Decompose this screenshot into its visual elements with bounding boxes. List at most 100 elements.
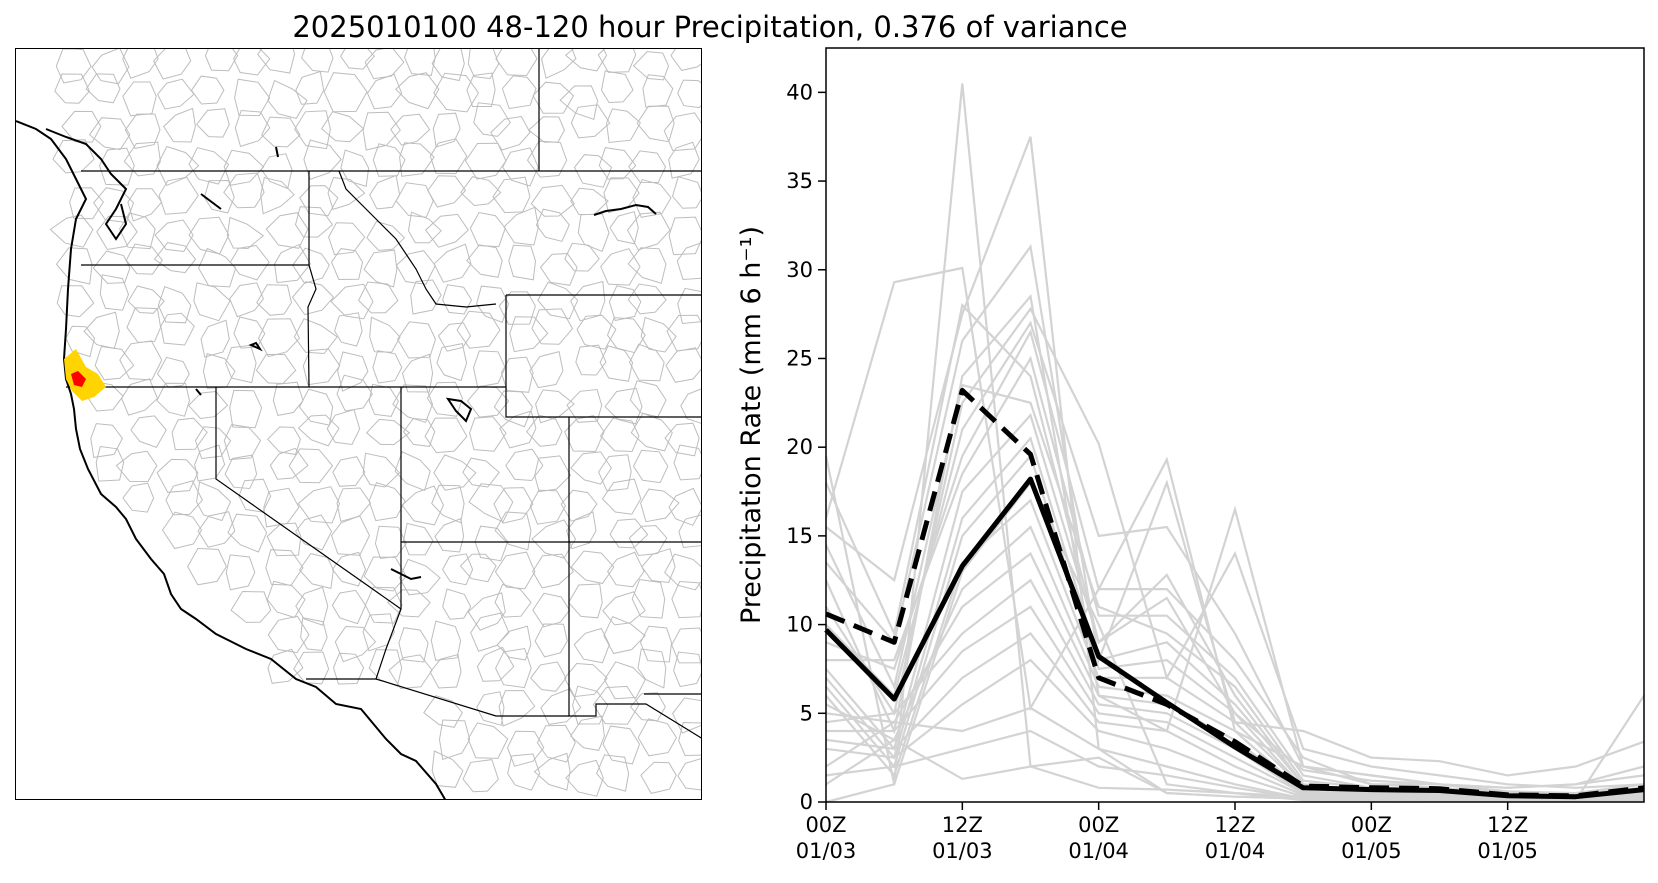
y-tick-label: 0 — [800, 790, 813, 814]
basin-outline — [537, 281, 579, 320]
basin-outline — [494, 551, 536, 590]
basin-outline — [602, 725, 641, 765]
basin-outline — [55, 49, 92, 84]
basin-outline — [399, 142, 435, 177]
basin-outline — [431, 750, 464, 788]
basin-outline — [369, 174, 401, 210]
basin-outline — [295, 70, 325, 105]
x-tick-label: 12Z — [942, 813, 983, 837]
basin-outline — [641, 548, 676, 584]
basin-outline — [540, 49, 577, 79]
basin-outline — [165, 480, 204, 516]
basin-outline — [340, 149, 370, 188]
y-tick-label: 30 — [786, 258, 813, 282]
y-tick-label: 40 — [786, 80, 813, 104]
ensemble-member-line-2 — [824, 266, 1645, 789]
puget-sound — [45, 128, 128, 241]
basin-outline — [424, 213, 469, 248]
basin-outline — [563, 662, 608, 698]
basin-outline — [115, 450, 158, 483]
basin-outline — [570, 715, 605, 751]
basin-outline — [265, 549, 304, 586]
basin-outline — [609, 518, 649, 549]
highlighted-basin — [64, 349, 106, 401]
basin-outline — [564, 49, 608, 72]
basin-outline — [267, 648, 304, 684]
y-tick-label: 20 — [786, 435, 813, 459]
basin-outline — [340, 49, 375, 70]
basin-outline — [261, 116, 301, 148]
basin-outline — [666, 314, 701, 352]
basin-outline — [233, 49, 271, 76]
basin-outline — [627, 211, 671, 251]
basin-outline — [52, 139, 95, 174]
basin-outline — [267, 79, 308, 119]
basin-outline — [198, 247, 237, 288]
basin-outline — [363, 556, 407, 592]
basin-outline — [509, 316, 549, 353]
basin-outline — [156, 458, 199, 493]
basin-outline — [599, 417, 640, 453]
basin-outline — [671, 627, 701, 664]
x-tick-label: 12Z — [1487, 813, 1528, 837]
basin-outline — [467, 722, 509, 759]
basin-outline — [476, 646, 515, 682]
basin-outline — [69, 187, 105, 220]
x-tick-label: 01/03 — [796, 839, 857, 863]
basin-outline — [55, 247, 93, 285]
basin-outline — [466, 72, 496, 107]
basin-outline — [196, 108, 230, 138]
basin-outline — [526, 140, 568, 178]
basin-outline — [570, 550, 615, 584]
basin-outline — [266, 580, 306, 619]
basin-outline — [600, 248, 641, 286]
basin-outline — [462, 759, 499, 793]
y-tick-label: 10 — [786, 613, 813, 637]
basin-outline — [56, 285, 95, 318]
basin-outline — [609, 211, 639, 245]
solid-series-line — [824, 476, 1645, 800]
basin-outline — [91, 49, 130, 85]
basin-outline — [365, 418, 411, 446]
basin-outline — [95, 445, 125, 482]
basin-outline — [288, 448, 334, 484]
basin-outline — [570, 451, 613, 485]
basin-outline — [601, 478, 642, 515]
basin-outline — [392, 384, 434, 423]
basin-outline — [127, 285, 165, 314]
basin-outline — [366, 73, 403, 110]
basin-outline — [96, 215, 138, 251]
ensemble-member-line-6 — [825, 306, 1645, 789]
basin-outline — [572, 685, 609, 725]
basin-outline — [424, 417, 468, 454]
x-tick-label: 00Z — [805, 813, 846, 837]
basin-outline — [673, 444, 701, 481]
basin-outline — [472, 350, 506, 388]
basin-outline — [122, 49, 159, 79]
basin-outline — [498, 291, 536, 325]
basin-outline — [494, 583, 532, 618]
basin-outline — [121, 378, 158, 416]
basin-outline — [462, 457, 500, 488]
basin-outline — [229, 244, 270, 281]
basin-outline — [469, 211, 506, 248]
basin-outline — [526, 414, 563, 447]
state-borders — [66, 49, 701, 739]
basin-outline — [575, 344, 607, 376]
basin-outline — [468, 483, 514, 523]
basin-outline — [672, 697, 701, 734]
basin-outline — [596, 754, 630, 792]
basin-outline — [223, 172, 265, 209]
basin-outline — [54, 73, 90, 104]
basin-outline — [229, 282, 264, 318]
basin-outline — [529, 489, 566, 525]
basin-outline — [432, 112, 461, 148]
basin-outline — [640, 761, 677, 794]
basin-outline — [529, 350, 564, 389]
basin-outline — [410, 279, 442, 315]
ensemble-member-line-7 — [825, 320, 1645, 789]
basin-outline — [534, 455, 572, 493]
basin-outline — [368, 481, 406, 522]
figure-title: 2025010100 48-120 hour Precipitation, 0.… — [292, 10, 1128, 44]
basin-outline — [628, 343, 665, 382]
